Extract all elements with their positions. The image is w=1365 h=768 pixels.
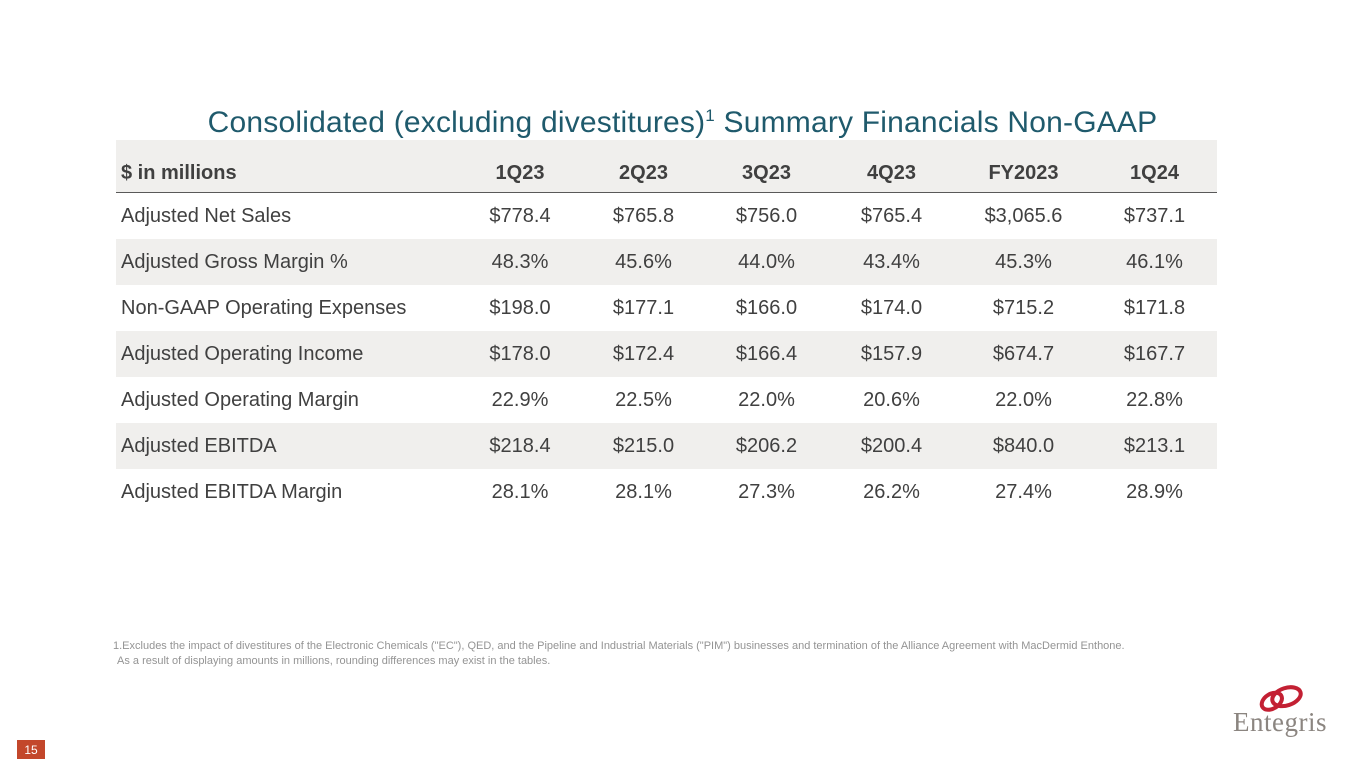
value-cell: $172.4 bbox=[612, 342, 675, 365]
value-cell: 27.4% bbox=[995, 480, 1052, 503]
table-header-row: $ in millions 1Q23 2Q23 3Q23 4Q23 FY2023 1Q24 bbox=[116, 140, 1217, 193]
footnote-line-1: 1.Excludes the impact of divestitures of… bbox=[113, 640, 1125, 652]
value-cell: 22.9% bbox=[491, 388, 549, 411]
value-cell: $166.0 bbox=[735, 296, 798, 319]
table-row: Adjusted Net Sales $778.4 $765.8 $756.0 $765… bbox=[116, 193, 1217, 239]
value-cell: $174.0 bbox=[860, 296, 923, 319]
table-row: Adjusted EBITDA Margin 28.1% 28.1% 27.3% 26.… bbox=[116, 469, 1217, 515]
column-header: FY2023 bbox=[988, 162, 1059, 184]
value-cell: 22.0% bbox=[738, 388, 795, 411]
table-row: Adjusted Operating Margin 22.9% 22.5% 22.0%… bbox=[116, 377, 1217, 423]
value-cell: $756.0 bbox=[735, 204, 798, 227]
table-row: Adjusted Gross Margin % 48.3% 45.6% 44.0% 43… bbox=[116, 239, 1217, 285]
value-cell: $177.1 bbox=[612, 296, 675, 319]
row-label: Adjusted Operating Margin bbox=[121, 388, 359, 411]
value-cell: 46.1% bbox=[1126, 250, 1183, 273]
value-cell: $166.4 bbox=[735, 342, 798, 365]
table-row: Adjusted EBITDA $218.4 $215.0 $206.2 $200.4 $… bbox=[116, 423, 1217, 469]
value-cell: 48.3% bbox=[491, 250, 549, 273]
value-cell: $178.0 bbox=[489, 342, 551, 365]
row-label: Adjusted Net Sales bbox=[121, 204, 292, 227]
value-cell: 22.8% bbox=[1126, 388, 1183, 411]
value-cell: $674.7 bbox=[992, 342, 1055, 365]
page-number: 15 bbox=[24, 742, 38, 757]
value-cell: $715.2 bbox=[992, 296, 1055, 319]
column-header: 4Q23 bbox=[867, 162, 916, 184]
value-cell: 45.6% bbox=[615, 250, 672, 273]
value-cell: $167.7 bbox=[1123, 342, 1186, 365]
title-text-suffix: Summary Financials Non-GAAP bbox=[714, 106, 1158, 140]
title-footnote-marker: 1 bbox=[705, 106, 715, 126]
value-cell: 20.6% bbox=[863, 388, 920, 411]
value-cell: $778.4 bbox=[489, 204, 551, 227]
row-label: Adjusted Operating Income bbox=[121, 342, 364, 365]
table-row: Adjusted Operating Income $178.0 $172.4 $16… bbox=[116, 331, 1217, 377]
unit-label: $ in millions bbox=[121, 162, 237, 184]
value-cell: $171.8 bbox=[1123, 296, 1186, 319]
value-cell: $200.4 bbox=[860, 434, 923, 457]
value-cell: $218.4 bbox=[489, 434, 551, 457]
page-number-badge: 15 bbox=[17, 740, 45, 759]
value-cell: 22.0% bbox=[995, 388, 1052, 411]
value-cell: 26.2% bbox=[863, 480, 920, 503]
value-cell: 43.4% bbox=[863, 250, 920, 273]
column-header: 1Q23 bbox=[495, 162, 545, 184]
value-cell: $765.8 bbox=[612, 204, 675, 227]
value-cell: $765.4 bbox=[860, 204, 923, 227]
row-label: Adjusted Gross Margin % bbox=[121, 250, 348, 273]
entegris-logo-wordmark: Entegris bbox=[1233, 707, 1327, 737]
table-row: Non-GAAP Operating Expenses $198.0 $177.1 $… bbox=[116, 285, 1217, 331]
footnote-line-2: As a result of displaying amounts in mil… bbox=[117, 655, 551, 667]
value-cell: 28.1% bbox=[615, 480, 672, 503]
row-label: Adjusted EBITDA bbox=[121, 434, 277, 457]
value-cell: $3,065.6 bbox=[984, 204, 1063, 227]
row-label: Adjusted EBITDA Margin bbox=[121, 480, 343, 503]
value-cell: 28.1% bbox=[491, 480, 549, 503]
entegris-logo-rings-icon bbox=[1259, 685, 1303, 712]
entegris-logo: Entegris bbox=[1232, 682, 1328, 736]
value-cell: $215.0 bbox=[612, 434, 675, 457]
footnote: 1.Excludes the impact of divestitures of… bbox=[113, 639, 1233, 669]
value-cell: $840.0 bbox=[992, 434, 1055, 457]
value-cell: 45.3% bbox=[995, 250, 1052, 273]
value-cell: $206.2 bbox=[735, 434, 798, 457]
row-label: Non-GAAP Operating Expenses bbox=[121, 296, 407, 319]
value-cell: $157.9 bbox=[860, 342, 923, 365]
value-cell: 28.9% bbox=[1126, 480, 1183, 503]
column-header: 1Q24 bbox=[1130, 162, 1179, 184]
financial-table: $ in millions 1Q23 2Q23 3Q23 4Q23 FY2023 1Q24 A… bbox=[116, 140, 1217, 515]
value-cell: $198.0 bbox=[489, 296, 551, 319]
value-cell: 22.5% bbox=[615, 388, 672, 411]
value-cell: $213.1 bbox=[1123, 434, 1186, 457]
value-cell: 27.3% bbox=[738, 480, 795, 503]
value-cell: $737.1 bbox=[1123, 204, 1186, 227]
page-title: Consolidated (excluding divestitures)1 S… bbox=[0, 106, 1365, 140]
column-header: 3Q23 bbox=[742, 162, 791, 184]
title-text: Consolidated (excluding divestitures) bbox=[207, 106, 706, 140]
column-header: 2Q23 bbox=[619, 162, 668, 184]
value-cell: 44.0% bbox=[738, 250, 795, 273]
